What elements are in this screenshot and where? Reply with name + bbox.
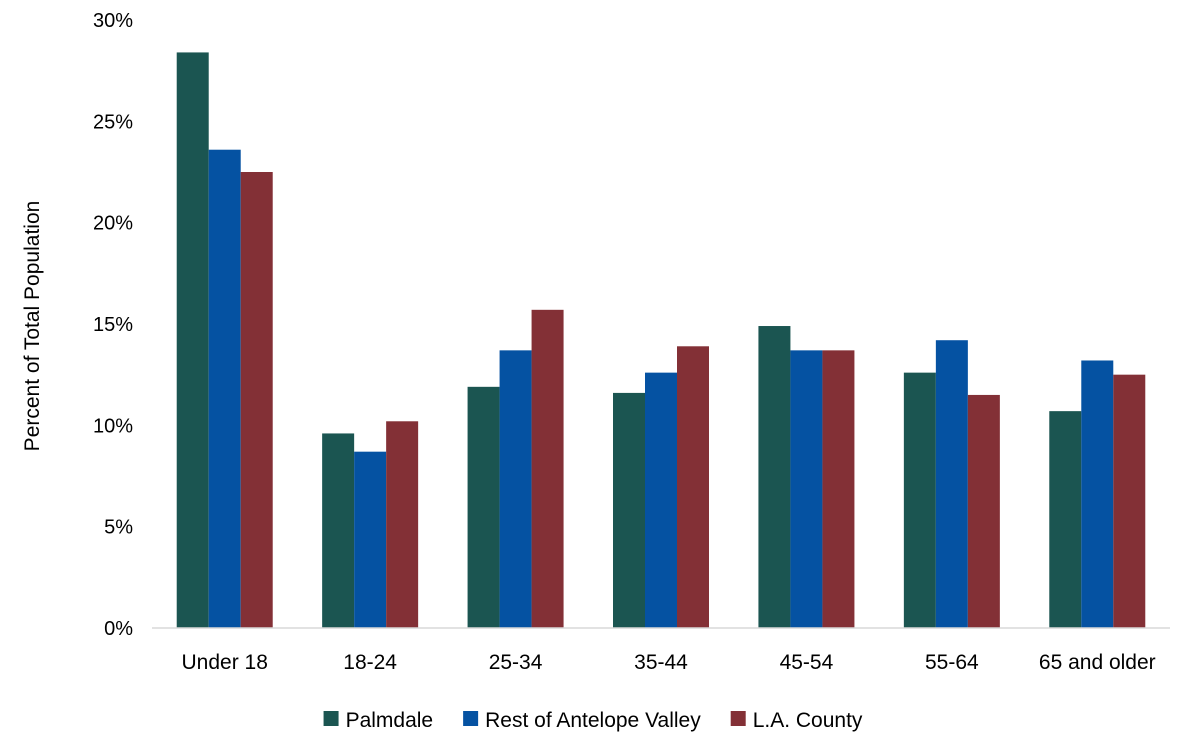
bar-l-a-county-18-24: [386, 421, 419, 628]
bar-palmdale-65-and-older: [1049, 411, 1082, 628]
legend-label: L.A. County: [753, 709, 863, 732]
y-axis-ticks: 0% 5% 10% 15% 20% 25% 30%: [93, 10, 133, 640]
legend-swatch: [463, 711, 479, 726]
bar-rest-of-antelope-valley-18-24: [354, 451, 387, 628]
bar-l-a-county-under-18: [240, 172, 273, 628]
bar-rest-of-antelope-valley-55-64: [935, 340, 968, 628]
x-category-label: Under 18: [182, 651, 268, 674]
bar-rest-of-antelope-valley-35-44: [645, 372, 677, 628]
y-tick-label: 5%: [104, 517, 133, 539]
y-tick-label: 30%: [93, 10, 133, 32]
legend-label: Rest of Antelope Valley: [485, 709, 701, 732]
bar-palmdale-55-64: [903, 372, 936, 628]
y-tick-label: 0%: [104, 618, 133, 640]
bar-palmdale-18-24: [322, 433, 355, 628]
x-axis-category-labels: Under 18 18-24 25-34 35-44 45-54 55-64 65 and …: [182, 651, 1156, 674]
bar-l-a-county-25-34: [531, 309, 564, 628]
x-category-label: 45-54: [780, 651, 834, 674]
y-tick-label: 15%: [93, 314, 133, 336]
bar-palmdale-35-44: [613, 392, 645, 628]
y-tick-label: 25%: [93, 111, 133, 133]
bar-palmdale-45-54: [758, 326, 791, 628]
y-axis-title-group: Percent of Total Population: [21, 201, 44, 452]
x-category-label: 35-44: [634, 651, 688, 674]
bar-l-a-county-65-and-older: [1113, 374, 1146, 628]
bar-palmdale-under-18: [176, 52, 209, 629]
bar-rest-of-antelope-valley-65-and-older: [1081, 360, 1114, 628]
x-category-label: 65 and older: [1039, 651, 1156, 674]
legend-item-rest-of-antelope-valley: Rest of Antelope Valley: [463, 709, 701, 732]
bar-l-a-county-45-54: [822, 350, 855, 628]
legend-swatch: [730, 711, 746, 726]
legend: Palmdale Rest of Antelope Valley L.A. Coun…: [323, 709, 863, 732]
x-category-label: 18-24: [343, 651, 397, 674]
legend-item-palmdale: Palmdale: [323, 709, 434, 732]
x-category-label: 55-64: [925, 651, 979, 674]
bar-rest-of-antelope-valley-25-34: [499, 350, 532, 628]
legend-item-l-a-county: L.A. County: [730, 709, 863, 732]
y-axis-title: Percent of Total Population: [21, 201, 44, 452]
legend-swatch: [323, 711, 339, 726]
y-tick-label: 20%: [93, 213, 133, 235]
x-category-label: 25-34: [489, 651, 543, 674]
bar-l-a-county-55-64: [967, 394, 1000, 628]
legend-label: Palmdale: [346, 709, 434, 732]
y-tick-label: 10%: [93, 415, 133, 437]
bars-group: [176, 52, 1146, 629]
bar-rest-of-antelope-valley-under-18: [208, 149, 241, 628]
bar-rest-of-antelope-valley-45-54: [790, 350, 823, 628]
bar-palmdale-25-34: [467, 386, 500, 628]
bar-l-a-county-35-44: [677, 346, 709, 628]
